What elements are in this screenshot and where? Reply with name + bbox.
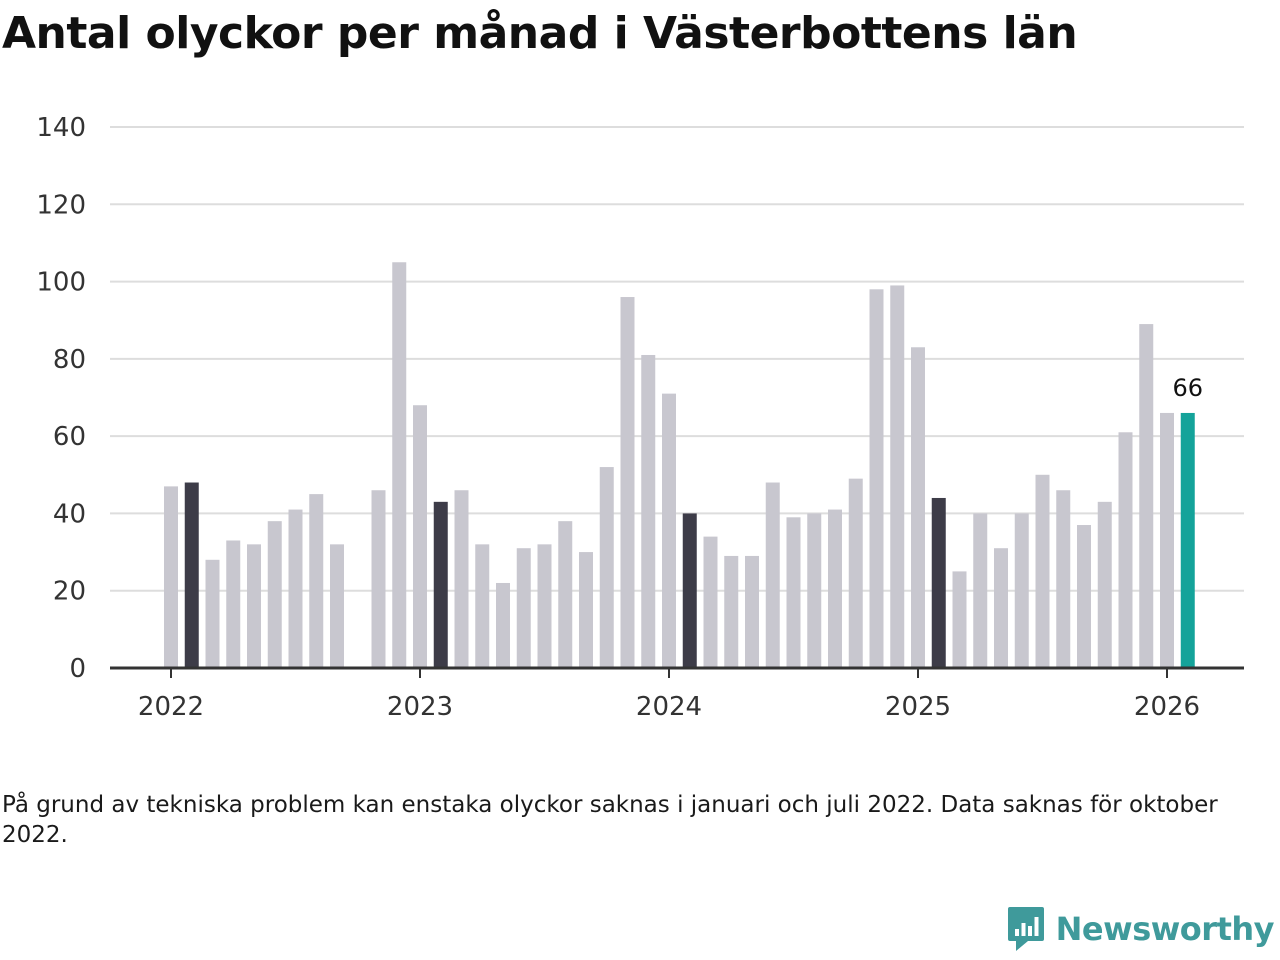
bar <box>599 467 614 668</box>
bar <box>1035 474 1050 668</box>
brand-name: Newsworthy <box>1055 910 1275 948</box>
y-tick-label: 0 <box>69 654 86 684</box>
chart-title: Antal olyckor per månad i Västerbottens … <box>2 8 1078 59</box>
bar-chart: 0 20 40 60 80 100 120 140 2022 2023 2024 2025 2026 6… <box>36 113 1244 722</box>
bar <box>724 555 739 668</box>
y-tick-label: 140 <box>36 113 86 143</box>
bar <box>765 482 780 668</box>
bar <box>309 494 324 668</box>
bar <box>205 559 220 668</box>
bar <box>745 555 759 668</box>
bar <box>1160 412 1174 668</box>
brand-logo: Newsworthy <box>1006 904 1275 954</box>
x-tick-label: 2023 <box>387 692 453 722</box>
bar <box>247 544 261 668</box>
bar <box>1077 525 1091 668</box>
bar-latest <box>1180 412 1195 668</box>
bars <box>164 262 1195 668</box>
bar <box>890 285 905 668</box>
axes: 0 20 40 60 80 100 120 140 2022 2023 2024 2025 2026 <box>36 113 1244 722</box>
bar <box>911 347 925 668</box>
bar <box>828 509 842 668</box>
x-tick-label: 2026 <box>1134 692 1200 722</box>
bar <box>1014 513 1029 668</box>
bar <box>703 536 718 668</box>
bar-january <box>433 501 448 668</box>
y-tick-label: 20 <box>53 577 86 607</box>
latest-value-label: 66 <box>1172 374 1203 402</box>
bar <box>641 354 656 668</box>
bar <box>848 478 863 668</box>
bar <box>558 521 573 668</box>
bar <box>1139 324 1154 668</box>
bar <box>288 509 303 668</box>
x-tick-label: 2024 <box>636 692 702 722</box>
bar <box>267 521 282 668</box>
bar <box>226 540 241 668</box>
y-tick-label: 100 <box>36 268 86 298</box>
y-tick-label: 120 <box>36 190 86 220</box>
y-tick-label: 60 <box>53 422 86 452</box>
bar <box>164 486 178 668</box>
data-labels: 66 <box>1172 374 1203 402</box>
newsworthy-logo-icon <box>1007 907 1044 951</box>
bar <box>807 513 822 668</box>
bar <box>496 582 510 668</box>
bar-january <box>184 482 199 668</box>
bar <box>620 297 635 668</box>
bar <box>537 544 552 668</box>
bar <box>475 544 490 668</box>
bar-january <box>682 513 697 668</box>
bar <box>786 517 801 668</box>
bar <box>662 393 676 668</box>
bar <box>413 405 427 668</box>
bar <box>1118 432 1133 668</box>
footnote: På grund av tekniska problem kan enstaka… <box>2 792 1218 848</box>
bar <box>1097 501 1112 668</box>
bar <box>454 490 469 668</box>
bar <box>330 544 344 668</box>
y-tick-label: 80 <box>53 345 86 375</box>
bar <box>869 289 884 668</box>
bar <box>952 571 967 668</box>
bar <box>1056 490 1071 668</box>
bar <box>516 548 531 668</box>
bar <box>392 262 407 668</box>
bar <box>973 513 988 668</box>
bar <box>994 548 1008 668</box>
bar-january <box>931 497 946 668</box>
bar <box>371 490 386 668</box>
x-tick-label: 2025 <box>885 692 951 722</box>
y-tick-label: 40 <box>53 499 86 529</box>
x-tick-label: 2022 <box>138 692 204 722</box>
bar <box>579 552 593 668</box>
